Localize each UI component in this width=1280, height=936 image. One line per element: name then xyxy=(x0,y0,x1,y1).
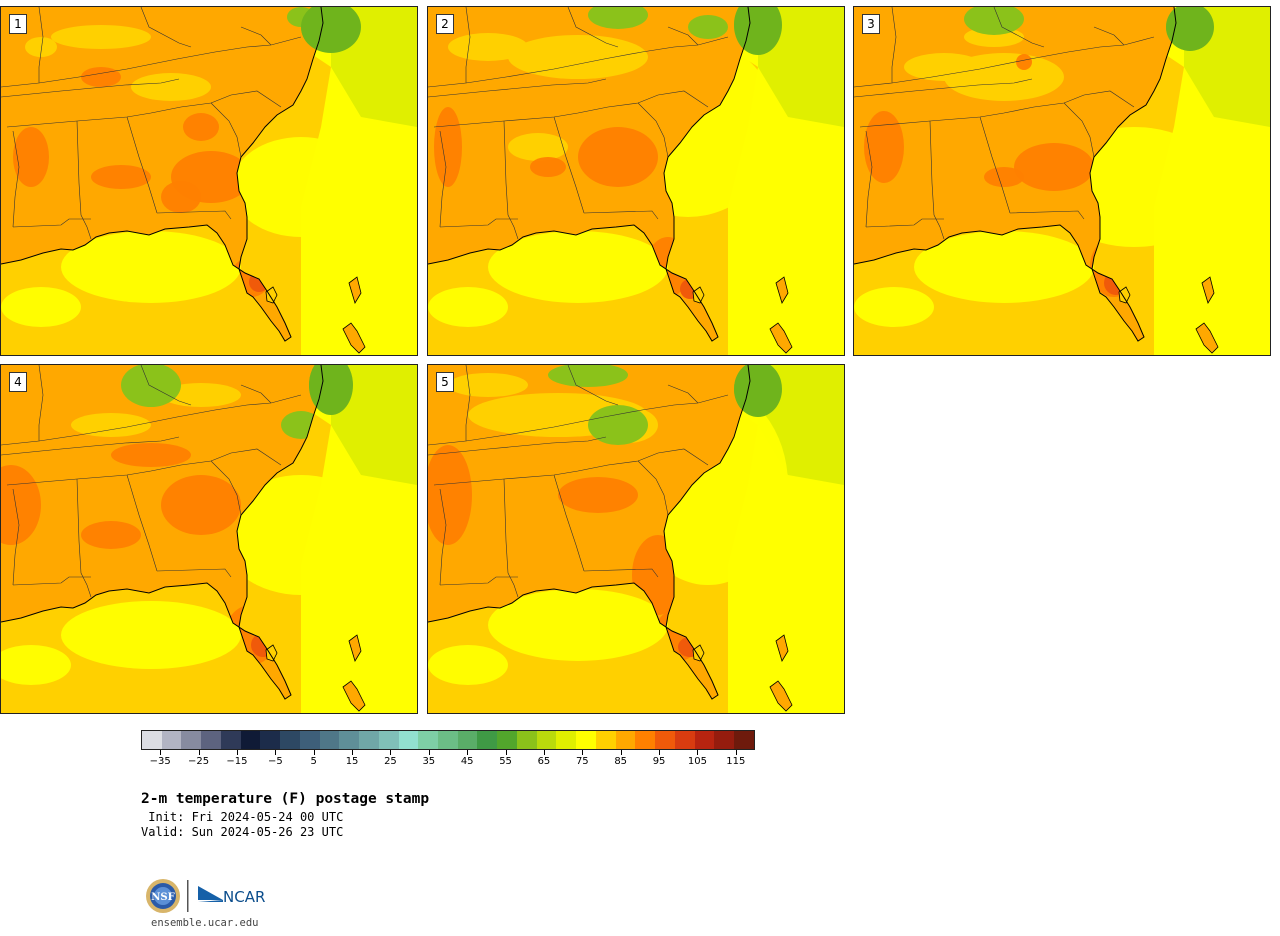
ensemble-member-panel: 3 xyxy=(853,6,1271,356)
colorbar-swatch xyxy=(161,731,182,749)
colorbar-tick-label: 115 xyxy=(726,756,746,767)
colorbar-tick-label: 35 xyxy=(422,756,436,767)
colorbar-tick xyxy=(659,750,661,755)
colorbar-tick xyxy=(505,750,507,755)
colorbar-swatch xyxy=(280,731,300,749)
colorbar-swatch xyxy=(299,731,320,749)
colorbar-tick xyxy=(198,750,200,755)
member-number-label: 4 xyxy=(9,372,27,392)
colorbar-swatch xyxy=(378,731,399,749)
colorbar-swatch xyxy=(576,731,596,749)
colorbar-tick xyxy=(275,750,277,755)
colorbar-swatch xyxy=(714,731,735,749)
colorbar-tick-label: 15 xyxy=(345,756,359,767)
colorbar-swatch xyxy=(734,731,754,749)
colorbar-tick-label: 5 xyxy=(310,756,317,767)
svg-text:NCAR: NCAR xyxy=(223,888,265,906)
temperature-colorbar xyxy=(141,730,755,750)
member-number-label: 5 xyxy=(436,372,454,392)
colorbar-tick xyxy=(428,750,430,755)
colorbar-tick xyxy=(697,750,699,755)
nsf-ncar-logo: NSF NCAR xyxy=(145,878,275,914)
colorbar-swatch xyxy=(201,731,221,749)
colorbar-swatch xyxy=(359,731,379,749)
colorbar-swatch xyxy=(339,731,360,749)
colorbar-swatch xyxy=(260,731,281,749)
colorbar-swatch xyxy=(516,731,537,749)
colorbar-tick xyxy=(313,750,315,755)
colorbar-swatch xyxy=(497,731,517,749)
colorbar-swatch xyxy=(694,731,715,749)
website-url: ensemble.ucar.edu xyxy=(151,917,259,929)
valid-time: Valid: Sun 2024-05-26 23 UTC xyxy=(141,825,344,839)
init-time: Init: Fri 2024-05-24 00 UTC xyxy=(141,810,344,824)
ensemble-member-panel: 5 xyxy=(427,364,845,714)
chart-title: 2-m temperature (F) postage stamp xyxy=(141,791,430,807)
colorbar-tick xyxy=(467,750,469,755)
colorbar-tick-label: −25 xyxy=(188,756,210,767)
colorbar-tick-label: 85 xyxy=(614,756,628,767)
ensemble-member-panel: 4 xyxy=(0,364,418,714)
colorbar-tick xyxy=(543,750,545,755)
colorbar-swatch xyxy=(438,731,458,749)
colorbar-swatch xyxy=(181,731,202,749)
colorbar-tick-label: −5 xyxy=(267,756,283,767)
colorbar-swatch xyxy=(418,731,439,749)
colorbar-tick-label: 75 xyxy=(575,756,589,767)
colorbar-tick-label: 55 xyxy=(499,756,512,767)
colorbar-tick-label: 65 xyxy=(537,756,551,767)
nsf-seal-icon: NSF xyxy=(146,879,180,913)
colorbar-swatch xyxy=(477,731,498,749)
colorbar-swatch xyxy=(655,731,675,749)
member-number-label: 2 xyxy=(436,14,454,34)
colorbar-swatch xyxy=(536,731,557,749)
colorbar-tick xyxy=(160,750,162,755)
svg-text:NSF: NSF xyxy=(151,892,174,903)
colorbar-tick xyxy=(390,750,392,755)
colorbar-swatch xyxy=(615,731,636,749)
colorbar-tick-label: 105 xyxy=(687,756,707,767)
colorbar-swatch xyxy=(319,731,340,749)
colorbar-tick xyxy=(735,750,737,755)
ensemble-member-panel: 1 xyxy=(0,6,418,356)
colorbar-swatch xyxy=(220,731,241,749)
colorbar-ticks: −35 −25 −15 −5 5 15 25 35 45 55 65 75 85 95 105 115 xyxy=(141,750,755,770)
member-number-label: 1 xyxy=(9,14,27,34)
colorbar-swatch xyxy=(240,731,261,749)
colorbar-swatch xyxy=(457,731,478,749)
colorbar-swatch xyxy=(595,731,616,749)
colorbar-tick-label: 45 xyxy=(460,756,474,767)
ensemble-member-panel: 2 xyxy=(427,6,845,356)
colorbar-tick xyxy=(620,750,622,755)
colorbar-swatch xyxy=(142,731,162,749)
colorbar-tick-label: 95 xyxy=(652,756,666,767)
colorbar-tick-label: −15 xyxy=(226,756,248,767)
colorbar-tick-label: 25 xyxy=(384,756,397,767)
colorbar-tick xyxy=(236,750,238,755)
colorbar-swatch xyxy=(635,731,656,749)
colorbar-tick-label: −35 xyxy=(149,756,171,767)
colorbar-swatch xyxy=(398,731,419,749)
colorbar-tick xyxy=(352,750,354,755)
ncar-logo-icon: NCAR xyxy=(198,886,265,906)
colorbar-swatch xyxy=(556,731,577,749)
colorbar-tick xyxy=(582,750,584,755)
member-number-label: 3 xyxy=(862,14,880,34)
colorbar-swatch xyxy=(674,731,695,749)
